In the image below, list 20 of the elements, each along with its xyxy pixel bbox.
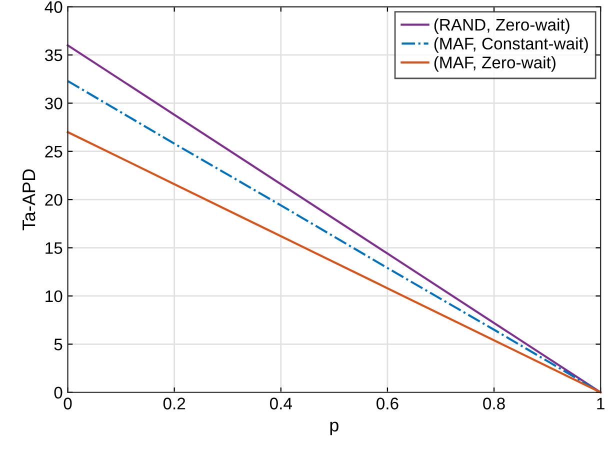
x-tick-label: 0 xyxy=(64,398,72,410)
y-tick-label: 40 xyxy=(44,1,62,13)
legend-label: (MAF, Zero-wait) xyxy=(434,56,556,72)
legend-label: (MAF, Constant-wait) xyxy=(434,37,588,53)
x-tick-label: 0.6 xyxy=(376,398,398,410)
x-tick-label: 0.4 xyxy=(270,398,292,410)
y-tick-label: 25 xyxy=(45,146,62,158)
y-tick-label: 10 xyxy=(46,290,62,302)
y-tick-label: 15 xyxy=(46,242,62,254)
x-tick-label: 1 xyxy=(597,398,604,410)
y-tick-label: 30 xyxy=(45,98,62,110)
y-axis-title: Ta-APD xyxy=(22,169,36,230)
y-tick-label: 35 xyxy=(45,49,62,62)
x-axis-title: p xyxy=(330,422,338,436)
x-tick-label: 0.8 xyxy=(483,398,505,410)
y-tick-label: 20 xyxy=(45,194,62,206)
legend-label: (RAND, Zero-wait) xyxy=(434,18,570,34)
y-tick-label: 0 xyxy=(54,386,62,399)
x-tick-label: 0.2 xyxy=(163,398,186,410)
y-tick-label: 5 xyxy=(54,338,62,350)
